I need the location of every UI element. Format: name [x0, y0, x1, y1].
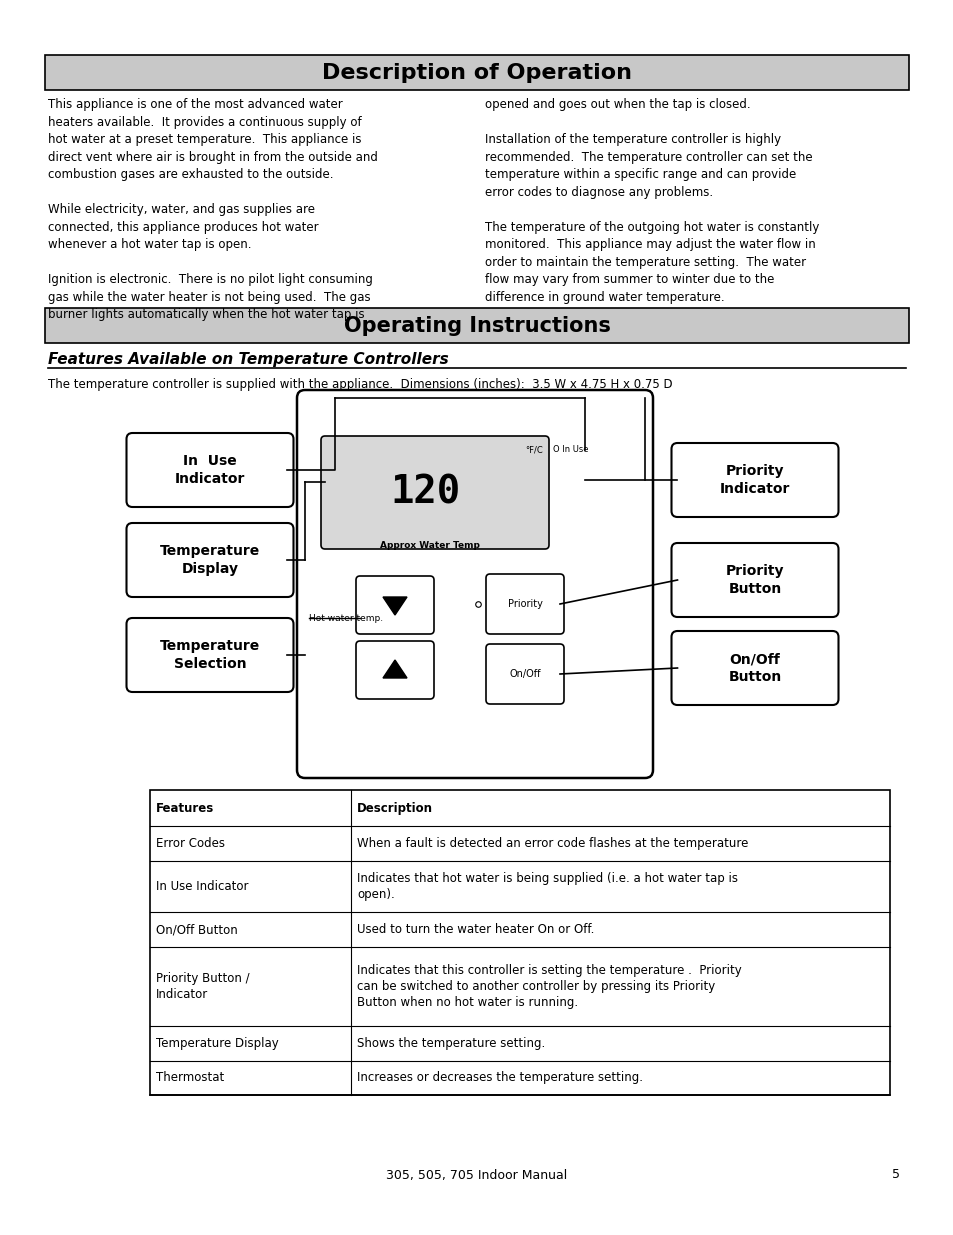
FancyBboxPatch shape	[150, 790, 889, 1095]
Text: Description of Operation: Description of Operation	[322, 63, 631, 83]
Text: In  Use
Indicator: In Use Indicator	[174, 454, 245, 485]
Text: Temperature
Display: Temperature Display	[160, 545, 260, 576]
Text: Operating Instructions: Operating Instructions	[343, 315, 610, 336]
Text: Thermostat: Thermostat	[156, 1071, 224, 1084]
Text: Approx Water Temp: Approx Water Temp	[379, 541, 479, 550]
FancyBboxPatch shape	[485, 643, 563, 704]
Text: Used to turn the water heater On or Off.: Used to turn the water heater On or Off.	[357, 923, 594, 936]
Text: On/Off Button: On/Off Button	[156, 923, 237, 936]
Text: The temperature controller is supplied with the appliance.  Dimensions (inches):: The temperature controller is supplied w…	[48, 378, 672, 391]
Text: opened and goes out when the tap is closed.

Installation of the temperature con: opened and goes out when the tap is clos…	[484, 98, 819, 304]
FancyBboxPatch shape	[485, 574, 563, 634]
Text: 5: 5	[891, 1168, 899, 1182]
Text: 120: 120	[390, 473, 459, 511]
Polygon shape	[382, 597, 407, 615]
FancyBboxPatch shape	[127, 618, 294, 692]
Text: Features: Features	[156, 802, 214, 815]
FancyBboxPatch shape	[671, 443, 838, 517]
Text: Indicates that hot water is being supplied (i.e. a hot water tap is
open).: Indicates that hot water is being suppli…	[357, 872, 738, 902]
FancyBboxPatch shape	[127, 522, 294, 597]
Text: Hot water temp.: Hot water temp.	[309, 614, 383, 622]
Polygon shape	[382, 659, 407, 678]
Text: O In Use: O In Use	[553, 445, 588, 454]
FancyBboxPatch shape	[320, 436, 548, 550]
FancyBboxPatch shape	[671, 631, 838, 705]
Text: Indicates that this controller is setting the temperature .  Priority
can be swi: Indicates that this controller is settin…	[357, 965, 741, 1009]
Text: 305, 505, 705 Indoor Manual: 305, 505, 705 Indoor Manual	[386, 1168, 567, 1182]
FancyBboxPatch shape	[45, 308, 908, 343]
Text: Error Codes: Error Codes	[156, 837, 225, 850]
Text: Priority Button /
Indicator: Priority Button / Indicator	[156, 972, 250, 1000]
Text: Priority: Priority	[507, 599, 542, 609]
Text: On/Off
Button: On/Off Button	[727, 652, 781, 684]
Text: Features Available on Temperature Controllers: Features Available on Temperature Contro…	[48, 352, 448, 367]
FancyBboxPatch shape	[127, 433, 294, 508]
FancyBboxPatch shape	[355, 576, 434, 634]
Text: On/Off: On/Off	[509, 669, 540, 679]
Text: Temperature
Selection: Temperature Selection	[160, 640, 260, 671]
Text: Shows the temperature setting.: Shows the temperature setting.	[357, 1037, 545, 1050]
Text: Increases or decreases the temperature setting.: Increases or decreases the temperature s…	[357, 1071, 642, 1084]
Text: Temperature Display: Temperature Display	[156, 1037, 278, 1050]
Text: Priority
Button: Priority Button	[725, 564, 783, 595]
FancyBboxPatch shape	[355, 641, 434, 699]
Text: Priority
Indicator: Priority Indicator	[720, 464, 789, 495]
FancyBboxPatch shape	[296, 390, 652, 778]
FancyBboxPatch shape	[45, 56, 908, 90]
Text: Description: Description	[357, 802, 433, 815]
FancyBboxPatch shape	[671, 543, 838, 618]
Text: This appliance is one of the most advanced water
heaters available.  It provides: This appliance is one of the most advanc…	[48, 98, 377, 321]
Text: °F/C: °F/C	[525, 445, 542, 454]
Text: In Use Indicator: In Use Indicator	[156, 881, 248, 893]
Text: When a fault is detected an error code flashes at the temperature: When a fault is detected an error code f…	[357, 837, 748, 850]
